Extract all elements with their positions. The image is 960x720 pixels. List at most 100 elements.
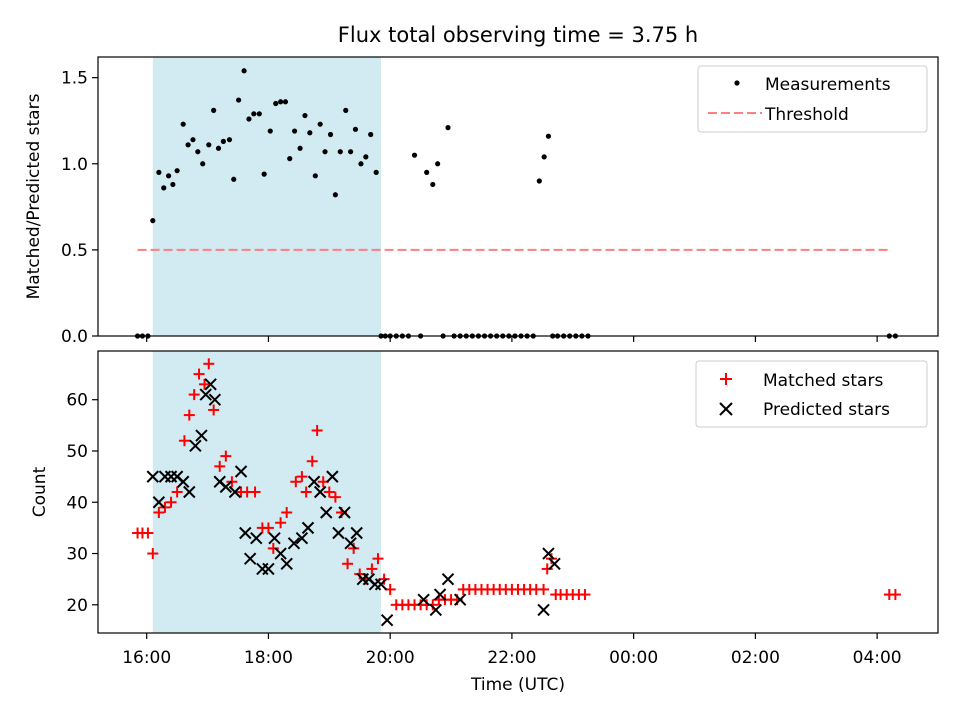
measurement-point xyxy=(282,99,289,105)
ratio-legend: Measurements Threshold xyxy=(697,65,928,133)
matched-star-point xyxy=(165,496,177,508)
measurement-point xyxy=(156,169,162,175)
predicted-star-point xyxy=(417,593,430,606)
measurement-point xyxy=(251,111,257,117)
measurement-point xyxy=(445,125,451,131)
measurement-point xyxy=(170,181,176,188)
measurement-point xyxy=(287,156,293,162)
matched-star-point xyxy=(306,455,318,467)
matched-star-point xyxy=(290,476,302,488)
predicted-star-point xyxy=(204,378,217,391)
matched-star-point xyxy=(193,368,205,380)
y-tick-label: 40 xyxy=(66,493,88,513)
matched-star-point xyxy=(300,486,312,498)
y-tick-label: 50 xyxy=(66,442,88,462)
measurement-point xyxy=(273,100,279,107)
predicted-star-point xyxy=(274,547,287,560)
count-legend: Matched stars Predicted stars xyxy=(695,360,928,428)
measurement-point xyxy=(226,137,233,143)
matched-star-point xyxy=(579,589,591,601)
measurement-point xyxy=(327,131,334,138)
measurement-point xyxy=(246,116,252,122)
predicted-star-point xyxy=(250,531,263,545)
matched-star-point xyxy=(262,522,274,534)
measurement-point xyxy=(195,149,201,155)
predicted-star-point xyxy=(441,572,455,586)
measurement-point xyxy=(352,126,359,132)
matched-star-point xyxy=(545,553,557,565)
matched-star-point xyxy=(541,563,553,575)
ratio-panel-ylabel: Matched/Predicted stars xyxy=(24,93,44,299)
matched-star-point xyxy=(203,358,215,370)
matched-star-point xyxy=(214,460,226,472)
matched-star-point xyxy=(147,548,159,560)
predicted-star-point xyxy=(320,506,333,519)
measurement-point xyxy=(267,128,273,134)
measurement-point xyxy=(278,99,284,105)
predicted-star-point xyxy=(453,593,467,606)
predicted-star-point xyxy=(380,613,394,627)
predicted-star-point xyxy=(146,470,159,483)
matched-star-point xyxy=(226,476,238,488)
matched-star-point xyxy=(249,486,261,498)
predicted-star-point xyxy=(350,526,363,540)
measurement-point xyxy=(307,130,313,136)
predicted-star-point xyxy=(537,603,550,617)
measurement-point xyxy=(231,176,237,182)
count-legend-box xyxy=(695,360,928,428)
chart-title: Flux total observing time = 3.75 h xyxy=(338,23,698,47)
legend-matched-label: Matched stars xyxy=(763,371,883,391)
predicted-star-point xyxy=(199,388,212,401)
predicted-star-point xyxy=(307,475,321,488)
measurement-point xyxy=(302,112,308,119)
predicted-star-point xyxy=(152,496,166,509)
predicted-star-point xyxy=(344,537,357,550)
predicted-star-point xyxy=(433,588,447,601)
predicted-star-point xyxy=(208,393,222,406)
measurement-point xyxy=(236,97,242,103)
matched-star-point xyxy=(889,589,901,601)
legend-threshold-label: Threshold xyxy=(764,105,849,125)
observing-window-shade xyxy=(152,57,382,336)
legend-matched-marker xyxy=(720,373,732,385)
predicted-star-point xyxy=(243,552,257,565)
ratio-legend-box xyxy=(697,65,928,133)
measurement-point xyxy=(332,192,338,198)
measurement-point xyxy=(424,169,430,175)
measurement-point xyxy=(261,171,267,177)
matched-star-point xyxy=(311,424,323,436)
predicted-star-point xyxy=(542,547,555,560)
legend-predicted-marker xyxy=(719,402,733,416)
x-tick-label: 20:00 xyxy=(366,648,415,668)
measurement-point xyxy=(373,169,379,175)
measurement-point xyxy=(292,128,298,134)
measurement-point xyxy=(430,181,436,188)
ratio-panel: 0.0 0.5 1.0 1.5 Matched/Predicted stars Mea… xyxy=(24,56,939,347)
matched-star-point xyxy=(153,507,165,519)
matched-star-point xyxy=(220,450,232,462)
predicted-star-point xyxy=(195,429,208,442)
matched-star-point xyxy=(171,486,183,498)
measurement-point xyxy=(220,138,226,144)
measurement-point xyxy=(317,121,323,127)
measurement-point xyxy=(337,149,343,155)
y-tick-label: 0.0 xyxy=(61,327,88,347)
matched-star-point xyxy=(296,471,308,483)
matched-star-point xyxy=(208,404,220,416)
legend-measurements-marker xyxy=(734,80,740,86)
count-panel: 20 30 40 50 60 16:00 18:00 20:00 22:00 00:00 02:0… xyxy=(30,350,939,695)
measurement-point xyxy=(297,145,303,151)
measurement-point xyxy=(256,111,262,117)
measurement-point xyxy=(541,154,547,160)
y-tick-label: 1.5 xyxy=(61,69,88,89)
measurement-point xyxy=(150,218,156,224)
matched-star-point xyxy=(342,558,354,570)
measurement-point xyxy=(545,133,552,139)
matched-star-point xyxy=(159,501,171,513)
matched-star-point xyxy=(267,542,279,554)
measurement-point xyxy=(536,178,542,184)
measurement-point xyxy=(322,149,328,155)
x-tick-label: 22:00 xyxy=(487,648,536,668)
measurement-point xyxy=(174,168,180,174)
